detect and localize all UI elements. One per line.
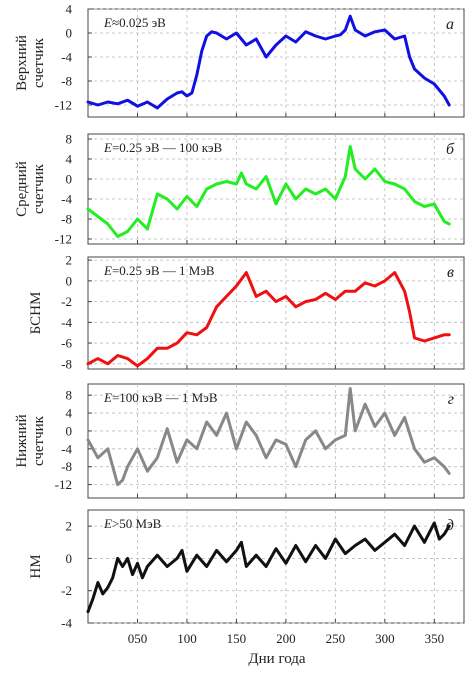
y-tick-label: -4 bbox=[61, 192, 72, 207]
y-tick-label: 2 bbox=[66, 253, 73, 268]
y-tick-label: 8 bbox=[66, 388, 73, 403]
y-axis-label: Нижний bbox=[14, 414, 30, 467]
x-tick-label: 300 bbox=[375, 631, 395, 646]
energy-symbol: E bbox=[103, 263, 112, 278]
x-tick-label: 050 bbox=[128, 631, 148, 646]
x-axis-label: Дни года bbox=[248, 651, 306, 667]
x-tick-label: 150 bbox=[227, 631, 247, 646]
energy-range: =0.25 эВ — 1 МэВ bbox=[112, 263, 215, 278]
y-axis-label: Средний bbox=[14, 161, 30, 217]
y-tick-label: 0 bbox=[66, 551, 73, 566]
energy-symbol: E bbox=[103, 140, 112, 155]
panel-letter: а bbox=[446, 16, 454, 33]
panel-3: 2 0 -2 -4 -6 -8 БСНМ E=0.25 эВ — 1 МэВ в bbox=[28, 253, 465, 371]
y-tick-label: -8 bbox=[61, 74, 72, 89]
y-tick-label: 0 bbox=[66, 26, 73, 41]
y-axis-label: счетчик bbox=[31, 37, 47, 88]
y-tick-label: 4 bbox=[66, 2, 73, 17]
x-tick-label: 350 bbox=[425, 631, 445, 646]
y-tick-label: 0 bbox=[66, 273, 73, 288]
y-tick-label: 4 bbox=[66, 152, 73, 167]
energy-range: =100 кэВ — 1 МэВ bbox=[112, 390, 218, 405]
y-axis-label: БСНМ bbox=[28, 292, 44, 335]
y-tick-label: -8 bbox=[61, 459, 72, 474]
series-line bbox=[86, 145, 451, 238]
energy-symbol: E bbox=[103, 390, 112, 405]
y-tick-label: -8 bbox=[61, 356, 72, 371]
panel-letter: г bbox=[448, 391, 454, 408]
y-tick-label: -2 bbox=[61, 294, 72, 309]
energy-annotation: E≈0.025 эВ bbox=[103, 15, 166, 30]
energy-symbol: E bbox=[103, 15, 112, 30]
panel-4: 8 4 0 -4 -8 -12 Нижний счетчик E=100 кэВ — 1 МэВ… bbox=[14, 383, 465, 499]
energy-annotation: E=100 кэВ — 1 МэВ bbox=[103, 390, 218, 405]
y-tick-label: -12 bbox=[55, 477, 72, 492]
y-tick-label: 0 bbox=[66, 172, 73, 187]
panel-letter: б bbox=[446, 141, 455, 158]
y-tick-label: 2 bbox=[66, 519, 73, 534]
x-tick-label: 100 bbox=[177, 631, 197, 646]
x-tick-label: 200 bbox=[276, 631, 296, 646]
panel-2: 8 4 0 -4 -8 -12 Средний счетчик E=0.25 эВ — 100 … bbox=[14, 132, 465, 247]
y-tick-label: -12 bbox=[55, 232, 72, 247]
energy-range: ≈0.025 эВ bbox=[112, 15, 166, 30]
y-tick-label: -8 bbox=[61, 212, 72, 227]
y-tick-label: 8 bbox=[66, 132, 73, 147]
panel-frame bbox=[87, 133, 465, 245]
y-tick-label: -4 bbox=[61, 441, 72, 456]
panel-1: 4 0 -4 -8 -12 Верхний счетчик E≈0.025 эВ а bbox=[14, 2, 465, 118]
y-tick-label: -6 bbox=[61, 336, 72, 351]
x-tick-label: 250 bbox=[326, 631, 346, 646]
y-tick-label: -4 bbox=[61, 616, 72, 631]
energy-range: >50 МэВ bbox=[112, 516, 162, 531]
y-tick-label: -2 bbox=[61, 583, 72, 598]
series-line bbox=[86, 14, 451, 110]
y-axis-label: НМ bbox=[28, 554, 44, 578]
y-tick-label: -12 bbox=[55, 98, 72, 113]
y-tick-label: 0 bbox=[66, 423, 73, 438]
panel-letter: в bbox=[447, 264, 454, 281]
y-axis-label: Верхний bbox=[14, 35, 30, 91]
energy-range: =0.25 эВ — 100 кэВ bbox=[112, 140, 223, 155]
series-line bbox=[86, 521, 451, 614]
y-tick-label: 4 bbox=[66, 406, 73, 421]
y-tick-label: -4 bbox=[61, 50, 72, 65]
energy-annotation: E=0.25 эВ — 100 кэВ bbox=[103, 140, 223, 155]
series-line bbox=[86, 271, 451, 368]
energy-annotation: E=0.25 эВ — 1 МэВ bbox=[103, 263, 215, 278]
energy-annotation: E>50 МэВ bbox=[103, 516, 162, 531]
series-line bbox=[86, 387, 451, 487]
y-axis-label: счетчик bbox=[31, 415, 47, 466]
y-axis-label: счетчик bbox=[31, 163, 47, 214]
panel-frame bbox=[87, 256, 465, 370]
energy-symbol: E bbox=[103, 516, 112, 531]
y-tick-label: -4 bbox=[61, 315, 72, 330]
